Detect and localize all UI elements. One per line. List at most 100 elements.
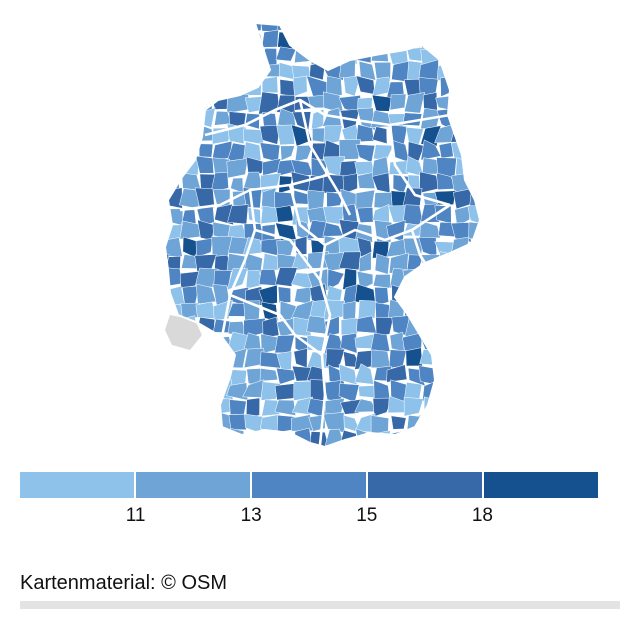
- district: [452, 107, 474, 130]
- district: [453, 94, 472, 115]
- district: [342, 28, 362, 49]
- district: [200, 415, 214, 434]
- district: [307, 27, 330, 50]
- district: [483, 306, 490, 320]
- district: [485, 364, 490, 383]
- district: [258, 91, 280, 115]
- district: [198, 107, 216, 128]
- district: [439, 47, 455, 64]
- district: [261, 29, 279, 48]
- district: [230, 177, 244, 194]
- district: [229, 444, 249, 447]
- district: [244, 443, 263, 447]
- district: [483, 28, 490, 44]
- district: [454, 205, 471, 227]
- district: [306, 351, 329, 370]
- district: [377, 449, 392, 455]
- district: [370, 349, 391, 369]
- district: [437, 449, 456, 455]
- district: [391, 23, 410, 35]
- district: [419, 220, 441, 239]
- district: [466, 110, 480, 130]
- district: [178, 379, 200, 402]
- district: [452, 379, 473, 397]
- district: [420, 430, 442, 447]
- district: [183, 23, 202, 33]
- district: [214, 64, 234, 82]
- district: [276, 108, 296, 130]
- district: [165, 32, 170, 49]
- district: [323, 47, 343, 64]
- district: [358, 251, 372, 273]
- district: [214, 110, 232, 126]
- district: [357, 172, 376, 189]
- district: [434, 301, 458, 323]
- district: [326, 75, 343, 97]
- district: [322, 23, 341, 33]
- district: [261, 76, 279, 94]
- district: [179, 75, 198, 95]
- district: [322, 252, 345, 272]
- district: [487, 351, 490, 367]
- district: [374, 287, 389, 306]
- district: [166, 128, 182, 144]
- district: [210, 23, 234, 34]
- district: [489, 223, 490, 238]
- district: [262, 431, 278, 447]
- district: [438, 142, 454, 159]
- district: [370, 332, 391, 352]
- district: [194, 187, 215, 208]
- district: [306, 315, 328, 335]
- district: [419, 331, 442, 353]
- district: [293, 348, 308, 369]
- legend-bin-1: [20, 472, 134, 498]
- district: [228, 413, 247, 430]
- district: [470, 299, 480, 322]
- district: [245, 269, 264, 290]
- district: [165, 23, 168, 34]
- district: [212, 444, 234, 447]
- district: [183, 444, 202, 447]
- district: [198, 143, 214, 158]
- district: [165, 381, 183, 402]
- district: [339, 139, 361, 160]
- district: [355, 189, 376, 210]
- germany-choropleth-map: [163, 15, 490, 455]
- district: [293, 189, 310, 205]
- district: [488, 76, 490, 96]
- district: [403, 27, 421, 48]
- country-outline: [163, 21, 482, 449]
- state-borders: [179, 98, 451, 446]
- district: [483, 173, 490, 193]
- district: [338, 251, 361, 271]
- district: [486, 45, 490, 63]
- district: [450, 399, 474, 417]
- district: [340, 317, 359, 336]
- district: [165, 237, 183, 257]
- district: [387, 449, 407, 455]
- district: [294, 286, 312, 305]
- district: [469, 23, 480, 32]
- district: [165, 396, 166, 416]
- district: [484, 158, 490, 173]
- district: [165, 351, 169, 370]
- district: [179, 220, 201, 240]
- district: [356, 446, 373, 447]
- district: [342, 173, 358, 195]
- district: [403, 285, 426, 305]
- district: [407, 141, 425, 162]
- district: [438, 348, 457, 368]
- district: [483, 15, 490, 32]
- district: [198, 363, 216, 385]
- district: [227, 44, 249, 66]
- district: [165, 127, 167, 146]
- district: [195, 29, 217, 50]
- district: [483, 289, 490, 304]
- color-legend: [20, 472, 598, 498]
- district: [199, 382, 212, 402]
- district: [356, 124, 375, 143]
- district: [357, 23, 378, 30]
- district: [418, 59, 439, 83]
- district: [165, 140, 167, 163]
- district: [196, 23, 218, 34]
